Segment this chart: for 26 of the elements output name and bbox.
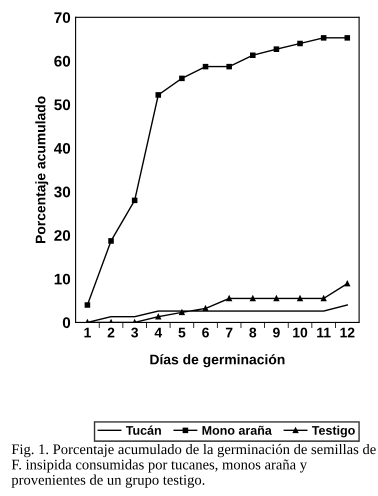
x-tick-label: 11 (317, 328, 331, 338)
y-tick-label: 40 (54, 142, 70, 154)
caption: Fig. 1. Porcentaje acumulado de la germinación de semillas de F. insipida consumidas por tucanes, monos araña y provenientes de un grupo testigo. (12, 444, 376, 488)
y-tick-label: 20 (54, 230, 70, 241)
legend-label: Tucán (126, 426, 161, 435)
y-tick-label: 30 (54, 186, 70, 198)
y-tick-label: 50 (54, 99, 70, 110)
x-axis-title: Días de germinación (150, 354, 284, 368)
legend-label: Testigo (312, 426, 355, 438)
y-axis-title: Porcentaje acumulado (35, 96, 48, 244)
legend-label: Mono araña (202, 426, 272, 435)
x-tick-label: 10 (293, 328, 308, 338)
x-tick-label: 1 (84, 328, 91, 338)
x-tick-label: 12 (340, 328, 354, 338)
x-tick-label: 9 (273, 328, 280, 338)
x-tick-label: 7 (226, 328, 232, 338)
x-tick-label: 8 (249, 328, 256, 338)
x-tick-label: 2 (108, 328, 114, 338)
y-tick-label: 70 (54, 12, 70, 24)
x-tick-label: 5 (178, 328, 186, 338)
x-tick-label: 4 (154, 328, 162, 338)
y-tick-label: 60 (54, 56, 70, 67)
y-tick-label: 0 (62, 317, 70, 328)
y-tick-label: 10 (54, 274, 70, 285)
x-tick-label: 6 (202, 328, 209, 338)
x-tick-label: 3 (131, 328, 138, 338)
